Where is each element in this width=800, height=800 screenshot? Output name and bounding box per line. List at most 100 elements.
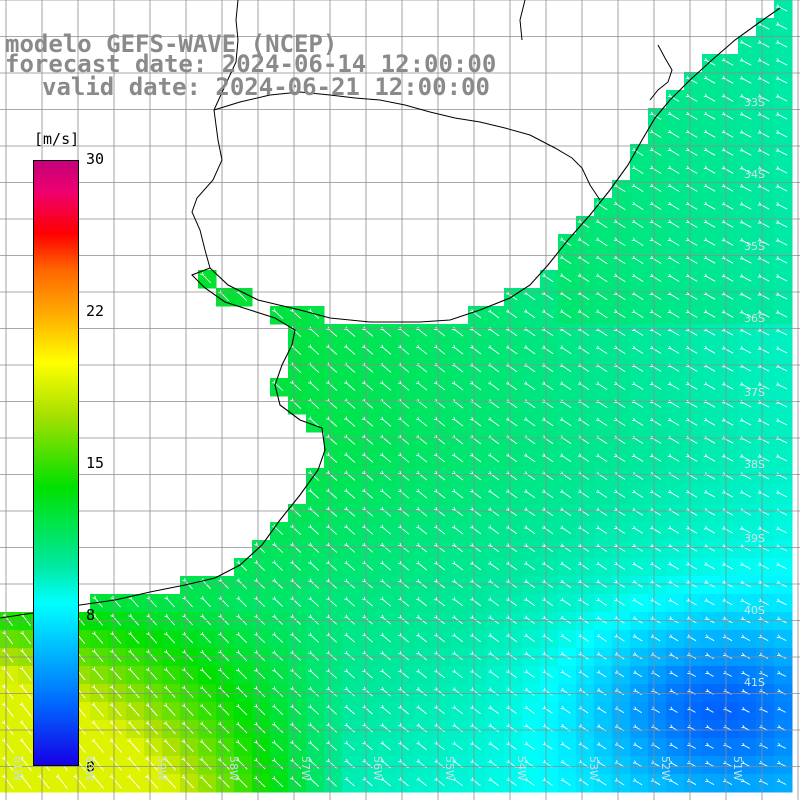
wind-arrow (235, 703, 248, 716)
lat-label: 41S (744, 676, 765, 689)
wind-arrow (739, 328, 752, 336)
wind-arrow (687, 706, 696, 713)
wind-arrow (740, 634, 751, 641)
lat-label: 38S (744, 458, 765, 471)
wind-arrow (740, 616, 751, 624)
wind-arrow (326, 614, 337, 625)
wind-arrow (596, 633, 607, 642)
wind-arrow (182, 596, 193, 608)
wind-arrow (19, 774, 32, 789)
wind-arrow (523, 363, 536, 373)
wind-arrow (416, 705, 427, 715)
lon-label: 53W (587, 756, 600, 781)
wind-arrow (380, 452, 392, 463)
wind-arrow (559, 363, 572, 373)
wind-arrow (650, 525, 662, 534)
wind-arrow (470, 705, 481, 715)
wind-arrow (344, 434, 356, 445)
wind-arrow (667, 417, 680, 426)
coastline (0, 0, 781, 619)
wind-arrow (667, 453, 680, 462)
wind-arrow (703, 183, 716, 192)
wind-arrow (308, 740, 320, 751)
wind-arrow (705, 670, 714, 677)
wind-arrow (380, 542, 392, 553)
wind-arrow (578, 525, 590, 534)
wind-arrow (559, 237, 572, 247)
wind-arrow (596, 670, 607, 678)
wind-arrow (2, 613, 13, 627)
wind-arrow (326, 524, 338, 535)
wind-arrow (523, 309, 536, 319)
wind-arrow (595, 309, 608, 319)
wind-arrow (506, 579, 518, 589)
wind-arrow (739, 454, 752, 462)
wind-arrow (633, 688, 643, 696)
wind-arrow (380, 578, 392, 589)
wind-arrow (236, 596, 248, 608)
lat-label: 35S (744, 240, 765, 253)
lon-label: 57W (299, 756, 312, 781)
wind-arrow (722, 598, 733, 606)
wind-arrow (344, 686, 355, 697)
wind-arrow (163, 703, 176, 717)
wind-arrow (595, 381, 608, 390)
lat-label: 36S (744, 312, 765, 325)
wind-arrow (740, 490, 752, 498)
wind-arrow (703, 165, 716, 174)
wind-arrow (523, 453, 536, 463)
wind-arrow (218, 596, 229, 608)
wind-arrow (775, 4, 788, 12)
wind-arrow (19, 720, 32, 735)
wind-arrow (704, 562, 716, 570)
wind-arrow (380, 777, 391, 787)
wind-arrow (362, 741, 373, 751)
wind-arrow (434, 615, 446, 625)
wind-arrow (308, 308, 320, 319)
wind-arrow (19, 756, 32, 771)
wind-arrow (632, 525, 644, 534)
wind-arrow (739, 292, 752, 300)
wind-arrow (723, 688, 732, 695)
wind-arrow (506, 669, 517, 678)
wind-arrow (775, 292, 788, 300)
wind-arrow (506, 741, 517, 750)
wind-arrow (669, 778, 679, 786)
wind-arrow (595, 237, 608, 247)
wind-arrow (235, 739, 248, 752)
wind-arrow (236, 290, 248, 302)
wind-arrow (380, 344, 392, 355)
wind-arrow (380, 596, 392, 607)
wind-arrow (703, 57, 716, 66)
wind-arrow (506, 687, 517, 696)
wind-arrow (218, 632, 230, 644)
wind-arrow (739, 202, 752, 210)
wind-arrow (434, 579, 446, 589)
wind-arrow (741, 706, 750, 713)
wind-arrow (703, 75, 716, 84)
wind-arrow (775, 94, 788, 102)
wind-arrow (703, 219, 716, 228)
wind-arrow (704, 616, 715, 624)
wind-arrow (506, 777, 517, 786)
wind-arrow (703, 129, 716, 138)
wind-arrow (272, 578, 284, 589)
lat-label: 40S (744, 604, 765, 617)
wind-arrow (523, 489, 536, 499)
wind-arrow (775, 148, 788, 156)
wind-arrow (523, 345, 536, 355)
wind-arrow (524, 525, 536, 535)
wind-arrow (235, 775, 248, 788)
wind-arrow (127, 738, 141, 753)
wind-arrow (668, 598, 679, 606)
wind-arrow (91, 756, 104, 771)
lon-label: 58W (227, 756, 240, 781)
wind-arrow (164, 596, 175, 608)
wind-arrow (740, 598, 751, 606)
wind-arrow (452, 777, 463, 787)
wind-arrow (740, 526, 752, 534)
wind-arrow (703, 237, 716, 246)
wind-arrow (631, 399, 644, 408)
wind-arrow (415, 416, 428, 427)
wind-arrow (344, 488, 356, 499)
